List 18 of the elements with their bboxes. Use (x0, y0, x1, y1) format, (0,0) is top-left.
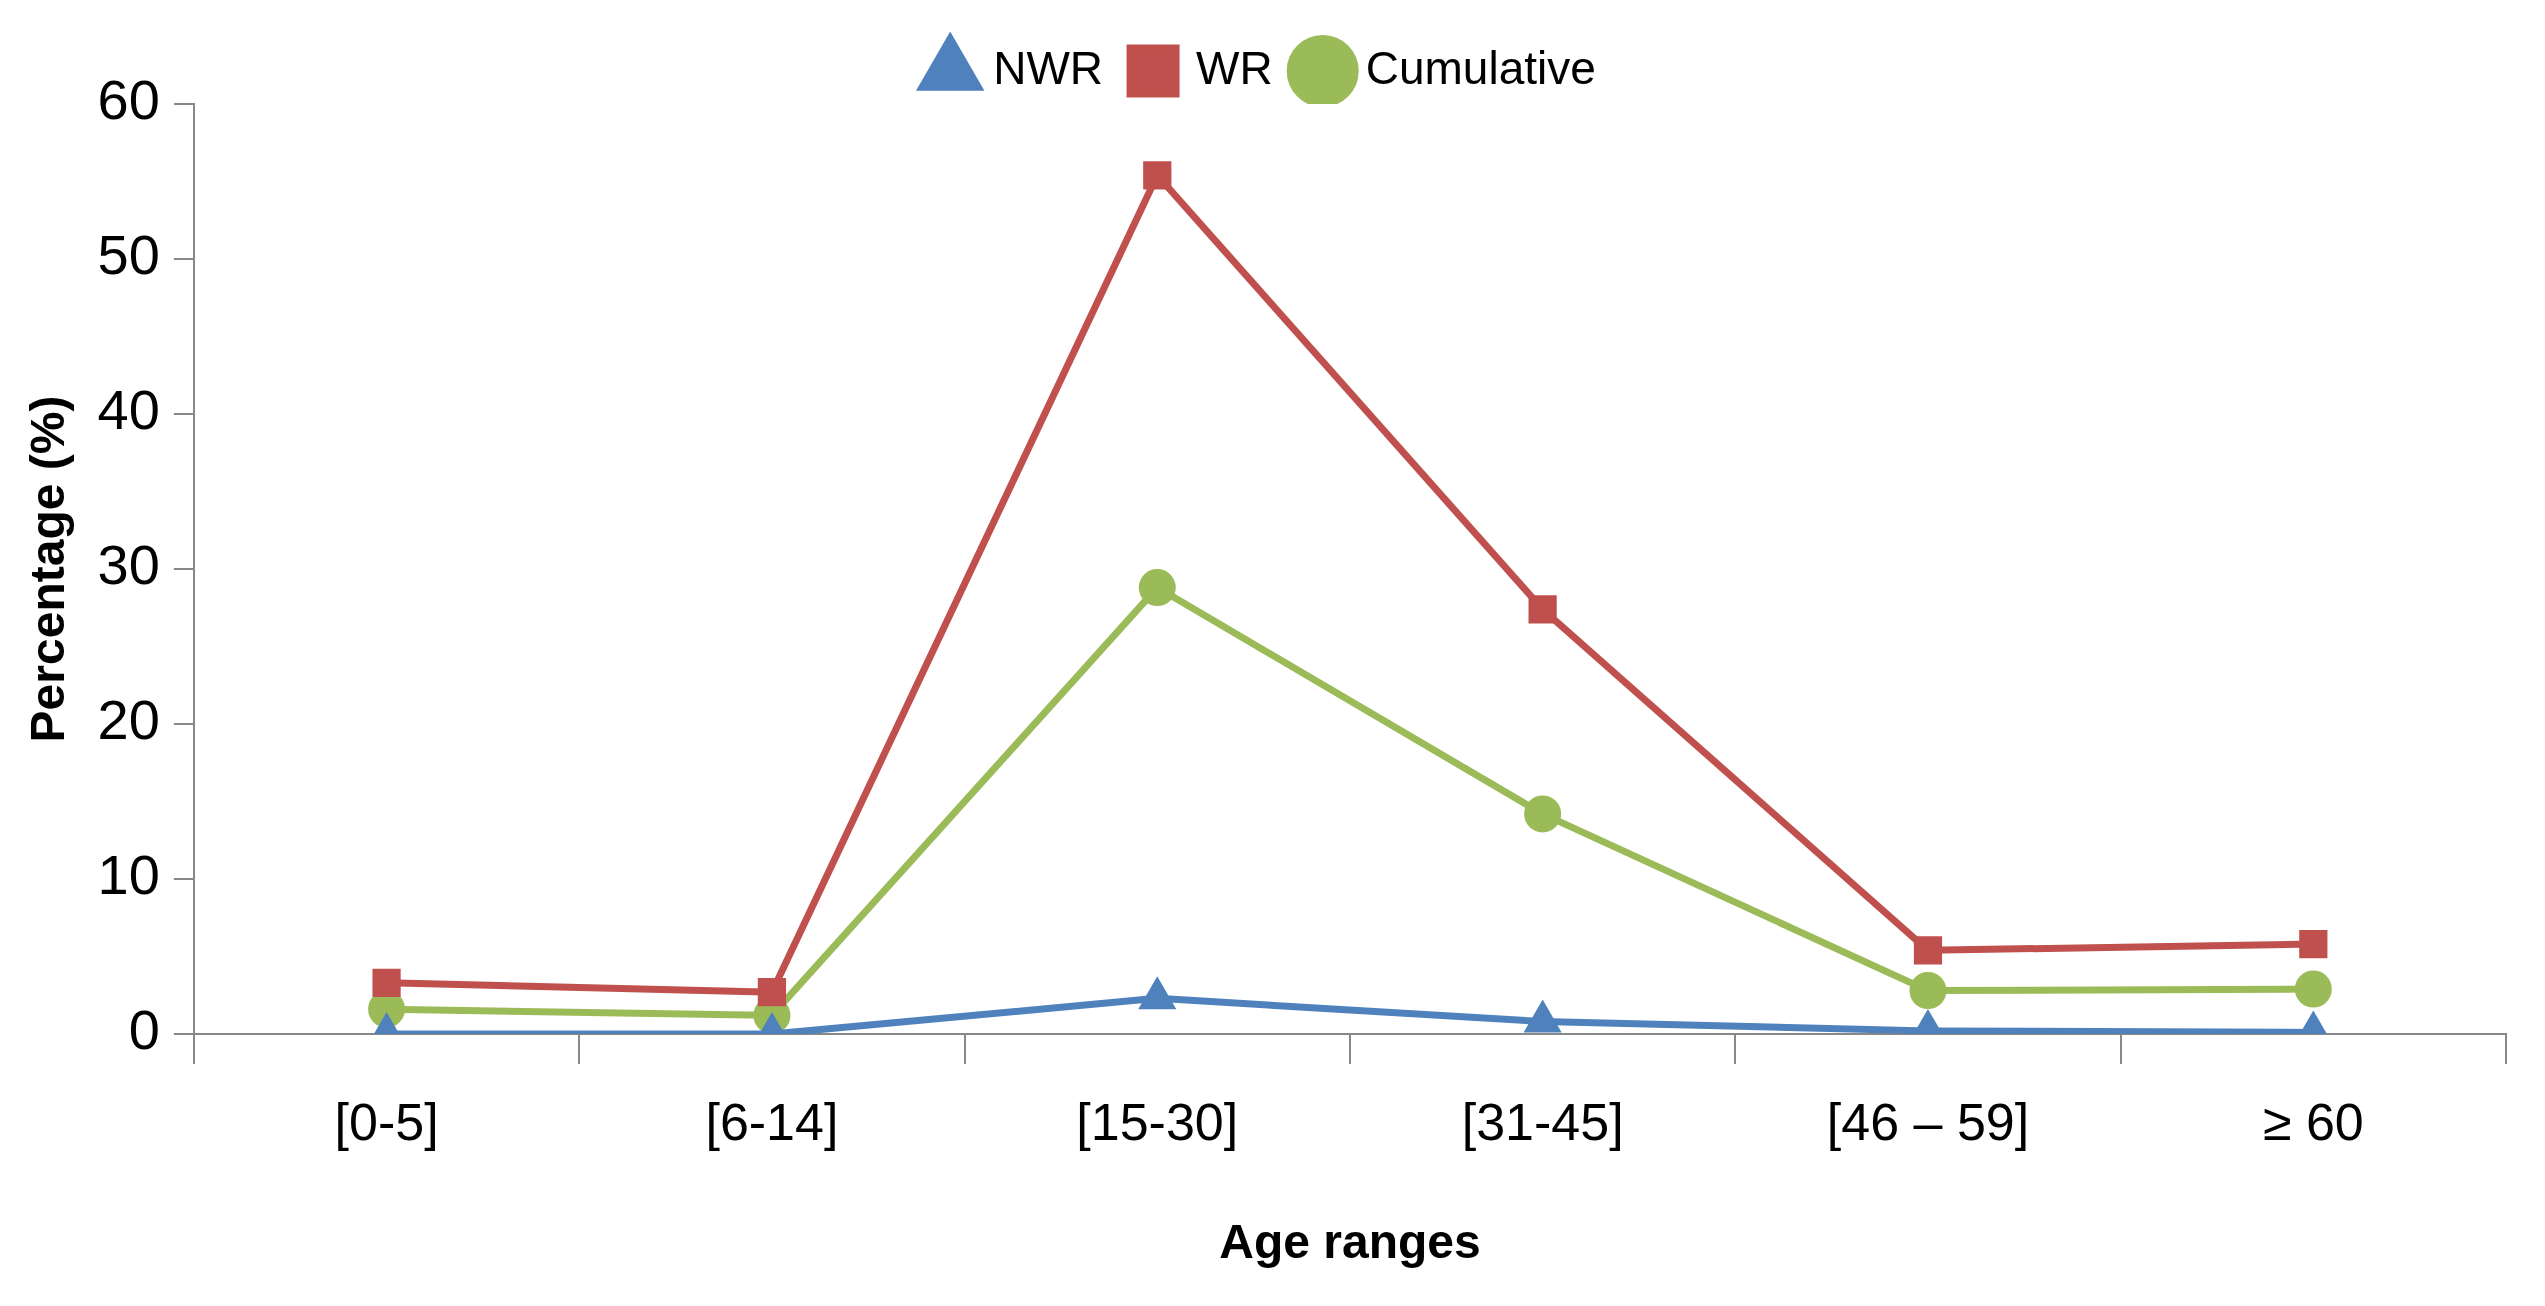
legend-label: NWR (993, 41, 1104, 94)
y-tick-label: 50 (97, 223, 160, 287)
x-tick-label: [6-14] (705, 1092, 839, 1151)
x-axis-title: Age ranges (1219, 1215, 1481, 1269)
legend-label: Cumulative (1365, 41, 1596, 94)
legend-label: WR (1196, 41, 1273, 94)
y-tick-label: 0 (128, 998, 160, 1062)
x-tick-label: [46 – 59] (1826, 1092, 2030, 1151)
y-tick-label: 20 (97, 688, 160, 752)
y-tick-label: 30 (97, 533, 160, 597)
y-tick-label: 40 (97, 378, 160, 442)
x-tick-label: [15-30] (1076, 1092, 1239, 1151)
x-tick-label: [31-45] (1461, 1092, 1624, 1151)
y-axis-title: Percentage (%) (21, 395, 75, 743)
x-tick-label: [0-5] (334, 1092, 439, 1151)
y-tick-label: 10 (97, 843, 160, 907)
x-tick-label: ≥ 60 (2262, 1092, 2364, 1151)
y-tick-label: 60 (97, 68, 160, 132)
